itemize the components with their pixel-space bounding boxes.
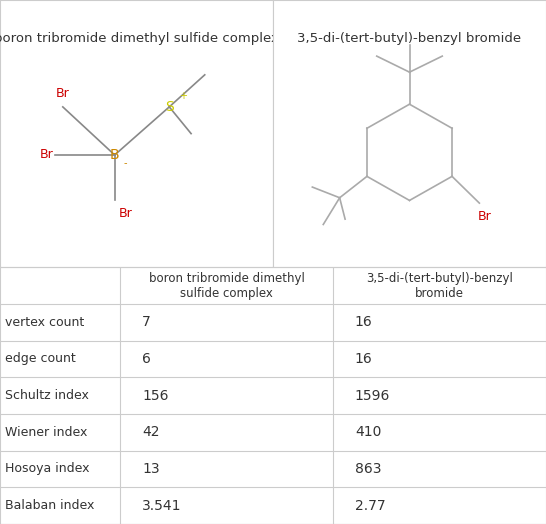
Text: 3,5-di-(tert-butyl)-benzyl bromide: 3,5-di-(tert-butyl)-benzyl bromide xyxy=(298,32,521,45)
Text: Br: Br xyxy=(39,148,54,161)
Text: S: S xyxy=(165,100,174,114)
Text: 863: 863 xyxy=(355,462,382,476)
Text: B: B xyxy=(110,148,120,162)
Text: boron tribromide dimethyl sulfide complex: boron tribromide dimethyl sulfide comple… xyxy=(0,32,279,45)
Text: 16: 16 xyxy=(355,315,373,329)
Text: 7: 7 xyxy=(142,315,151,329)
Text: Br: Br xyxy=(478,210,492,223)
Text: vertex count: vertex count xyxy=(5,316,85,329)
Text: 410: 410 xyxy=(355,425,381,439)
Text: +: + xyxy=(179,91,187,101)
Text: edge count: edge count xyxy=(5,353,76,365)
Text: 1596: 1596 xyxy=(355,389,390,402)
Text: Wiener index: Wiener index xyxy=(5,426,88,439)
Text: 3.541: 3.541 xyxy=(142,499,181,512)
Text: 13: 13 xyxy=(142,462,159,476)
Text: 3,5-di-(tert-butyl)-benzyl
bromide: 3,5-di-(tert-butyl)-benzyl bromide xyxy=(366,271,513,300)
Text: boron tribromide dimethyl
sulfide complex: boron tribromide dimethyl sulfide comple… xyxy=(149,271,305,300)
Text: 6: 6 xyxy=(142,352,151,366)
Text: 2.77: 2.77 xyxy=(355,499,385,512)
Text: 16: 16 xyxy=(355,352,373,366)
Text: Schultz index: Schultz index xyxy=(5,389,90,402)
Text: Balaban index: Balaban index xyxy=(5,499,95,512)
Text: 42: 42 xyxy=(142,425,159,439)
Text: Hosoya index: Hosoya index xyxy=(5,463,90,475)
Text: Br: Br xyxy=(56,87,70,100)
Text: -: - xyxy=(124,158,127,168)
Text: Br: Br xyxy=(118,208,133,220)
Text: 156: 156 xyxy=(142,389,169,402)
